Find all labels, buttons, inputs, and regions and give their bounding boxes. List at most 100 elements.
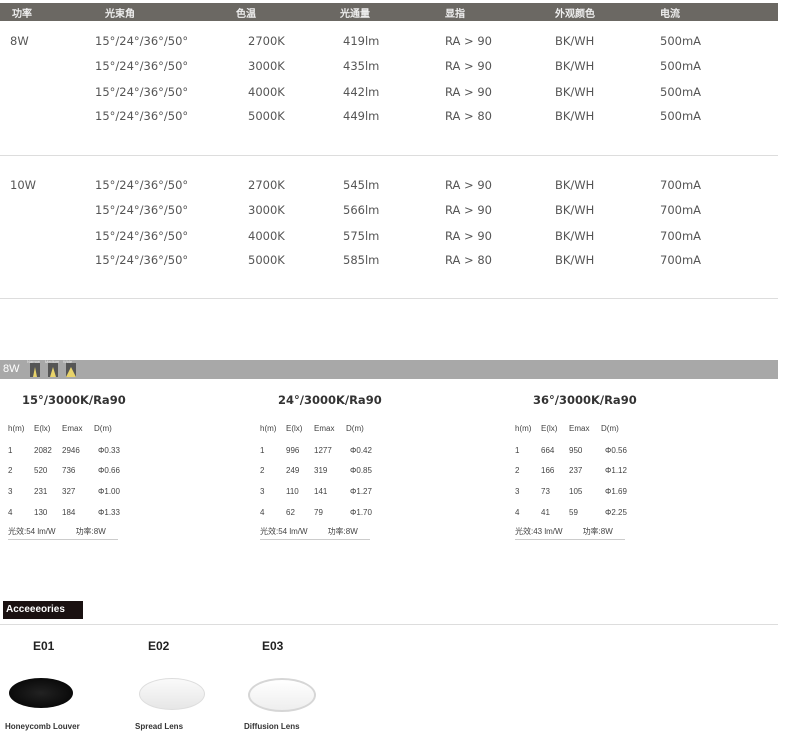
column-header: D(m) (346, 424, 364, 433)
table-cell: 4 (8, 508, 13, 517)
column-header: h(m) (8, 424, 25, 433)
table-cell: 184 (62, 508, 76, 517)
table-cell: 319 (314, 466, 328, 475)
block-title: 36°/3000K/Ra90 (533, 393, 637, 407)
efficacy: 光效:54 lm/W (260, 527, 308, 536)
column-header: 光束角 (105, 9, 135, 20)
table-cell: RA > 90 (445, 59, 492, 73)
table-cell: 950 (569, 446, 583, 455)
power-cell: 10W (10, 178, 37, 192)
table-cell: 700mA (660, 203, 702, 217)
table-cell: BK/WH (555, 59, 595, 73)
spread-lens-image (139, 678, 205, 710)
efficacy: 光效:54 lm/W (8, 527, 56, 536)
table-cell: 327 (62, 487, 76, 496)
block-footer: 光效:54 lm/W 功率:8W (8, 526, 118, 540)
table-cell: 520 (34, 466, 48, 475)
table-cell: BK/WH (555, 109, 595, 123)
power: 功率:8W (327, 527, 358, 536)
table-cell: 73 (541, 487, 550, 496)
photometric-bar: 8W Narrow Medium Wide (0, 359, 778, 379)
table-cell: Φ2.25 (605, 508, 627, 517)
block-title: 24°/3000K/Ra90 (278, 393, 382, 407)
table-cell: BK/WH (555, 253, 595, 267)
column-header: 色温 (236, 9, 256, 20)
table-cell: 500mA (660, 59, 702, 73)
table-cell: Φ0.56 (605, 446, 627, 455)
column-header: D(m) (601, 424, 619, 433)
table-cell: 545lm (343, 178, 380, 192)
table-cell: 575lm (343, 229, 380, 243)
table-cell: 15°/24°/36°/50° (95, 34, 189, 48)
efficacy: 光效:43 lm/W (515, 527, 563, 536)
column-header: h(m) (260, 424, 277, 433)
table-cell: Φ1.00 (98, 487, 120, 496)
table-cell: 500mA (660, 85, 702, 99)
divider (0, 155, 778, 156)
table-cell: 2082 (34, 446, 52, 455)
table-cell: 3000K (248, 203, 285, 217)
honeycomb-louver-image (9, 678, 73, 708)
accessory-name: Spread Lens (135, 722, 184, 731)
column-header: E(lx) (541, 424, 558, 433)
table-cell: 166 (541, 466, 555, 475)
table-cell: 59 (569, 508, 578, 517)
table-cell: 2 (515, 466, 520, 475)
table-cell: RA > 90 (445, 203, 492, 217)
table-cell: 3 (8, 487, 13, 496)
column-header: Emax (314, 424, 335, 433)
table-cell: 105 (569, 487, 583, 496)
table-cell: Φ1.70 (350, 508, 372, 517)
table-cell: 141 (314, 487, 328, 496)
table-cell: 435lm (343, 59, 380, 73)
column-header: E(lx) (286, 424, 303, 433)
table-cell: RA > 90 (445, 85, 492, 99)
table-cell: 41 (541, 508, 550, 517)
table-cell: 15°/24°/36°/50° (95, 59, 189, 73)
column-header: Emax (62, 424, 83, 433)
table-cell: 700mA (660, 229, 702, 243)
table-cell: 2 (260, 466, 265, 475)
table-cell: Φ0.85 (350, 466, 372, 475)
table-cell: RA > 80 (445, 253, 492, 267)
table-cell: 419lm (343, 34, 380, 48)
table-cell: 4000K (248, 229, 285, 243)
table-cell: 449lm (343, 109, 380, 123)
power: 功率:8W (582, 527, 613, 536)
table-cell: 2946 (62, 446, 80, 455)
power: 功率:8W (75, 527, 106, 536)
table-cell: 1 (8, 446, 13, 455)
table-cell: 996 (286, 446, 300, 455)
table-cell: 231 (34, 487, 48, 496)
table-cell: Φ0.66 (98, 466, 120, 475)
table-cell: 110 (286, 487, 299, 496)
table-cell: Φ1.33 (98, 508, 120, 517)
column-header: 显指 (445, 9, 465, 20)
table-cell: 15°/24°/36°/50° (95, 109, 189, 123)
column-header: h(m) (515, 424, 532, 433)
accessories-label: Acceeeories (3, 601, 83, 619)
table-cell: 442lm (343, 85, 380, 99)
accessory-code: E01 (33, 639, 55, 653)
table-cell: RA > 80 (445, 109, 492, 123)
table-cell: RA > 90 (445, 178, 492, 192)
table-cell: Φ1.12 (605, 466, 627, 475)
medium-beam-icon: Medium (45, 359, 59, 377)
column-header: Emax (569, 424, 590, 433)
block-footer: 光效:43 lm/W 功率:8W (515, 526, 625, 540)
divider (0, 298, 778, 299)
accessory-name: Diffusion Lens (244, 722, 300, 731)
table-cell: 736 (62, 466, 76, 475)
column-header: D(m) (94, 424, 112, 433)
table-cell: 3 (260, 487, 265, 496)
spec-table-header: 功率 光束角 色温 光通量 显指 外观颜色 电流 (0, 3, 778, 21)
accessory-code: E02 (148, 639, 170, 653)
table-cell: RA > 90 (445, 229, 492, 243)
table-cell: Φ0.33 (98, 446, 120, 455)
power-cell: 8W (10, 34, 29, 48)
block-title: 15°/3000K/Ra90 (22, 393, 126, 407)
column-header: E(lx) (34, 424, 51, 433)
table-cell: 2 (8, 466, 13, 475)
table-cell: Φ1.27 (350, 487, 372, 496)
table-cell: 2700K (248, 34, 285, 48)
